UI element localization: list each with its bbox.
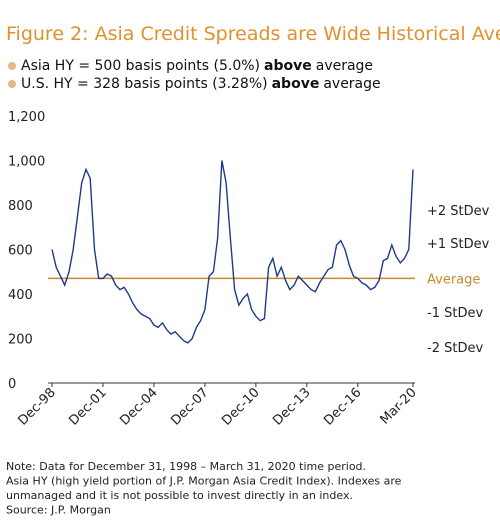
y-tick-label: 1,200: [8, 110, 45, 125]
footnote: Source: J.P. Morgan: [6, 504, 111, 517]
legend-text: Asia HY = 500 basis points (5.0%): [21, 58, 260, 74]
x-tick-label: Dec-16: [321, 385, 364, 428]
legend-bullet: [8, 62, 16, 70]
legend-bold: above: [272, 76, 320, 92]
footnote: Note: Data for December 31, 1998 – March…: [6, 460, 366, 473]
footnote: Asia HY (high yield portion of J.P. Morg…: [6, 475, 402, 488]
legend-rest: average: [323, 76, 380, 92]
level-label: Average: [427, 272, 480, 287]
y-tick-label: 1,000: [8, 155, 45, 170]
x-tick-label: Dec-04: [117, 385, 160, 428]
line-series: [51, 160, 414, 344]
chart-title: Figure 2: Asia Credit Spreads are Wide H…: [6, 23, 500, 45]
x-tick-label: Dec-01: [66, 385, 109, 428]
y-tick-label: 600: [8, 244, 33, 259]
x-tick-label: Dec-98: [15, 385, 58, 428]
legend-bold: above: [264, 58, 312, 74]
legend-rest: average: [316, 58, 373, 74]
y-tick-label: 200: [8, 333, 33, 348]
level-label: +2 StDev: [427, 204, 490, 219]
x-tick-label: Dec-10: [219, 385, 262, 428]
y-tick-label: 800: [8, 199, 33, 214]
y-tick-label: 400: [8, 288, 33, 303]
legend-text: U.S. HY = 328 basis points (3.28%): [21, 76, 268, 92]
legend-entry: Asia HY = 500 basis points (5.0%) above av…: [21, 58, 373, 74]
legend-bullet: [8, 80, 16, 88]
level-label: +1 StDev: [427, 237, 490, 252]
x-tick-label: Mar-20: [377, 385, 419, 427]
level-label: -1 StDev: [427, 306, 483, 321]
footnote: unmanaged and it is not possible to inve…: [6, 489, 353, 502]
level-label: -2 StDev: [427, 341, 483, 356]
y-tick-label: 0: [8, 377, 16, 392]
legend-entry: U.S. HY = 328 basis points (3.28%) above a…: [21, 76, 381, 92]
x-tick-label: Dec-07: [168, 385, 211, 428]
x-tick-label: Dec-13: [270, 385, 313, 428]
